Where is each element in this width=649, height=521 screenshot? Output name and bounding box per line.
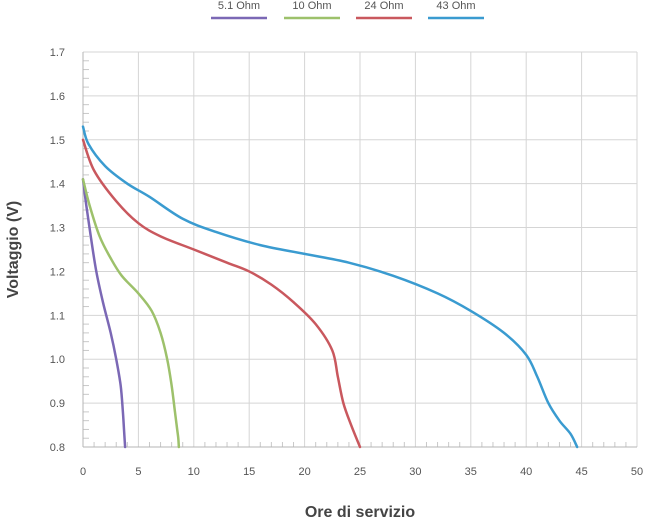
x-tick-label: 45 bbox=[575, 466, 587, 478]
x-tick-label: 50 bbox=[631, 466, 643, 478]
y-axis-title: Voltaggio (V) bbox=[5, 201, 22, 298]
x-tick-label: 25 bbox=[354, 466, 366, 478]
series-line-3 bbox=[81, 138, 362, 449]
y-tick-label: 1.3 bbox=[50, 223, 65, 235]
x-tick-label: 35 bbox=[465, 466, 477, 478]
series-line-1 bbox=[81, 178, 127, 449]
y-tick-label: 1.7 bbox=[50, 47, 65, 59]
x-tick-label: 15 bbox=[243, 466, 255, 478]
legend: 5.1 Ohm 10 Ohm 24 Ohm 43 Ohm bbox=[211, 0, 484, 20]
tick-labels: 0 5 10 15 20 25 30 35 40 45 50 0.8 0.9 1.0 1.1 1.2 1.3 1.… bbox=[50, 47, 643, 478]
y-tick-label: 0.9 bbox=[50, 398, 65, 410]
x-tick-label: 0 bbox=[80, 466, 86, 478]
y-tick-label: 1.1 bbox=[50, 310, 65, 322]
y-tick-label: 1.6 bbox=[50, 91, 65, 103]
x-axis-title: Ore di servizio bbox=[305, 504, 415, 521]
y-tick-label: 1.4 bbox=[50, 179, 65, 191]
x-tick-label: 5 bbox=[135, 466, 141, 478]
y-tick-label: 0.8 bbox=[50, 442, 65, 454]
series-line-2 bbox=[81, 178, 181, 449]
x-tick-label: 10 bbox=[188, 466, 200, 478]
x-tick-label: 40 bbox=[520, 466, 532, 478]
legend-label: 10 Ohm bbox=[292, 0, 331, 12]
series-line-4 bbox=[81, 125, 579, 449]
grid-lines bbox=[83, 51, 638, 447]
x-tick-label: 20 bbox=[298, 466, 310, 478]
y-tick-label: 1.2 bbox=[50, 266, 65, 278]
series-lines bbox=[81, 125, 579, 449]
legend-label: 24 Ohm bbox=[364, 0, 403, 12]
minor-ticks bbox=[83, 60, 627, 447]
legend-label: 5.1 Ohm bbox=[218, 0, 260, 12]
legend-label: 43 Ohm bbox=[436, 0, 475, 12]
y-tick-label: 1.5 bbox=[50, 135, 65, 147]
x-tick-label: 30 bbox=[409, 466, 421, 478]
y-tick-label: 1.0 bbox=[50, 354, 65, 366]
